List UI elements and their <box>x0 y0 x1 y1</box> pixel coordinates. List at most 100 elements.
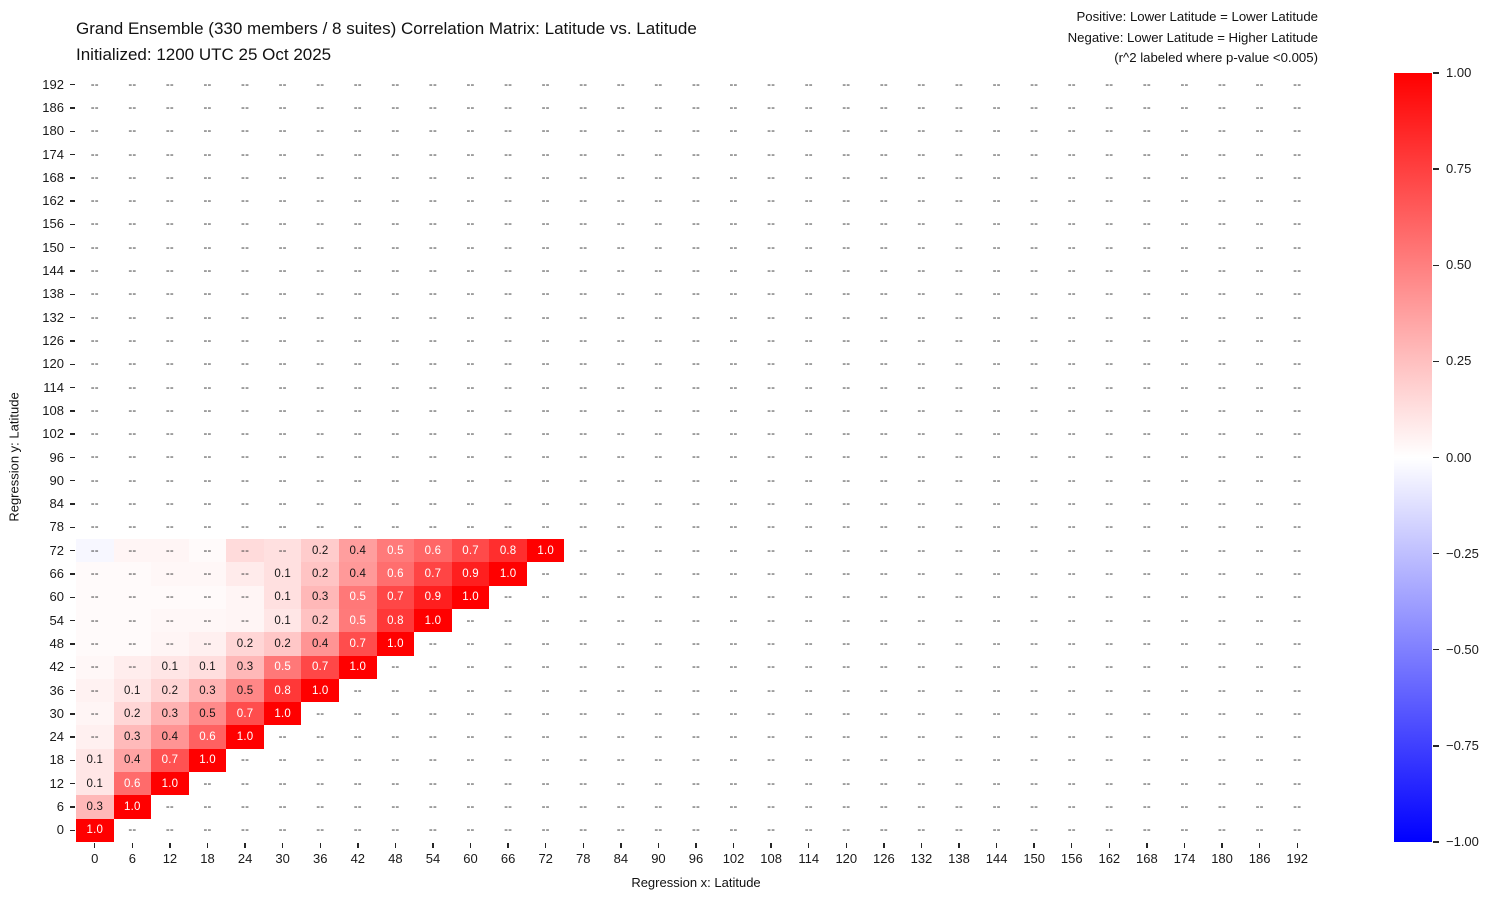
matrix-cell: -- <box>489 352 527 376</box>
matrix-cell: -- <box>151 632 189 656</box>
matrix-cell: -- <box>902 212 941 237</box>
y-tick-mark <box>70 829 75 832</box>
y-tick-label: 102 <box>42 426 64 442</box>
matrix-cell: -- <box>226 399 264 423</box>
x-tick-label: 36 <box>313 851 328 866</box>
matrix-cell: -- <box>76 73 114 97</box>
y-tick-label: 18 <box>49 752 64 768</box>
x-tick-mark <box>1071 843 1073 848</box>
matrix-cell: -- <box>1015 585 1053 609</box>
matrix-cell: -- <box>188 212 227 237</box>
x-tick-mark <box>469 843 472 848</box>
matrix-cell: -- <box>752 96 790 120</box>
matrix-cell: -- <box>902 515 941 540</box>
matrix-cell: -- <box>76 189 114 213</box>
matrix-cell: -- <box>602 166 640 190</box>
matrix-cell: -- <box>714 422 753 446</box>
x-tick-mark <box>357 843 359 848</box>
matrix-cell: -- <box>113 236 152 260</box>
matrix-cell: -- <box>1128 702 1166 726</box>
matrix-cell: -- <box>1128 422 1166 446</box>
y-tick-mark <box>70 573 75 575</box>
x-tick-label: 6 <box>128 851 136 866</box>
y-tick-mark <box>70 386 75 389</box>
matrix-cell: -- <box>1165 818 1204 842</box>
matrix-cell: -- <box>526 259 565 283</box>
matrix-cell: -- <box>1203 515 1241 540</box>
matrix-cell: -- <box>113 73 152 97</box>
matrix-cell: -- <box>1015 515 1053 540</box>
matrix-cell: -- <box>902 329 941 353</box>
matrix-cell: -- <box>639 96 678 120</box>
matrix-cell: -- <box>714 772 753 796</box>
matrix-cell: -- <box>188 539 227 563</box>
matrix-cell: -- <box>263 515 302 540</box>
matrix-cell: -- <box>376 166 415 190</box>
matrix-cell: -- <box>414 212 452 237</box>
matrix-cell: -- <box>564 259 603 283</box>
colorbar-tick-label: −0.50 <box>1446 641 1479 657</box>
matrix-cell: -- <box>526 399 565 423</box>
matrix-cell: 0.2 <box>151 678 189 703</box>
matrix-cell: -- <box>865 469 903 493</box>
matrix-cell: -- <box>1165 678 1204 703</box>
matrix-cell: -- <box>339 422 377 446</box>
matrix-cell: -- <box>940 422 978 446</box>
matrix-cell: -- <box>1240 189 1279 213</box>
matrix-cell: -- <box>1015 73 1053 97</box>
matrix-cell: -- <box>1203 632 1241 656</box>
matrix-cell: -- <box>752 585 790 609</box>
matrix-cell: 0.3 <box>301 585 340 609</box>
matrix-cell: -- <box>526 795 565 819</box>
matrix-cell: -- <box>789 73 828 97</box>
matrix-cell: 0.2 <box>301 562 340 586</box>
matrix-cell: -- <box>865 632 903 656</box>
matrix-cell: -- <box>263 492 302 516</box>
matrix-cell: -- <box>1015 445 1053 470</box>
matrix-cell: -- <box>827 212 866 237</box>
matrix-cell: 0.1 <box>263 585 302 609</box>
matrix-cell: -- <box>940 469 978 493</box>
colorbar-tick-mark <box>1433 360 1439 363</box>
matrix-cell: -- <box>1165 422 1204 446</box>
matrix-cell: -- <box>376 212 415 237</box>
matrix-cell: -- <box>1165 725 1204 749</box>
matrix-cell: -- <box>865 189 903 213</box>
matrix-cell: -- <box>1165 236 1204 260</box>
matrix-cell: -- <box>226 492 264 516</box>
x-tick-label: 24 <box>237 851 253 866</box>
matrix-cell: -- <box>789 166 828 190</box>
matrix-cell: -- <box>489 772 527 796</box>
matrix-cell: -- <box>526 818 565 842</box>
matrix-cell: -- <box>188 818 227 842</box>
matrix-cell: -- <box>451 375 490 400</box>
x-tick-label: 66 <box>500 851 516 866</box>
y-tick-label: 24 <box>49 729 64 745</box>
matrix-cell: -- <box>263 306 302 330</box>
matrix-cell: -- <box>564 492 603 516</box>
matrix-cell: -- <box>902 632 941 656</box>
y-tick-mark <box>70 666 75 668</box>
x-tick-mark <box>995 843 998 848</box>
matrix-cell: -- <box>188 562 227 586</box>
matrix-cell: -- <box>451 73 490 97</box>
matrix-cell: -- <box>263 352 302 376</box>
x-tick-mark <box>507 843 509 848</box>
matrix-cell: -- <box>226 73 264 97</box>
matrix-cell: -- <box>151 399 189 423</box>
matrix-cell: -- <box>113 585 152 609</box>
x-tick-mark <box>206 843 209 848</box>
matrix-cell: -- <box>902 772 941 796</box>
y-tick-mark <box>70 759 75 762</box>
matrix-cell: -- <box>789 748 828 773</box>
matrix-cell: -- <box>301 702 340 726</box>
matrix-cell: -- <box>76 702 114 726</box>
x-tick-label: 42 <box>350 851 366 866</box>
matrix-cell: -- <box>564 632 603 656</box>
matrix-cell: -- <box>940 375 978 400</box>
matrix-cell: -- <box>564 96 603 120</box>
matrix-cell: -- <box>789 212 828 237</box>
matrix-cell: 1.0 <box>451 585 490 609</box>
matrix-cell: -- <box>1128 772 1166 796</box>
matrix-cell: -- <box>188 585 227 609</box>
